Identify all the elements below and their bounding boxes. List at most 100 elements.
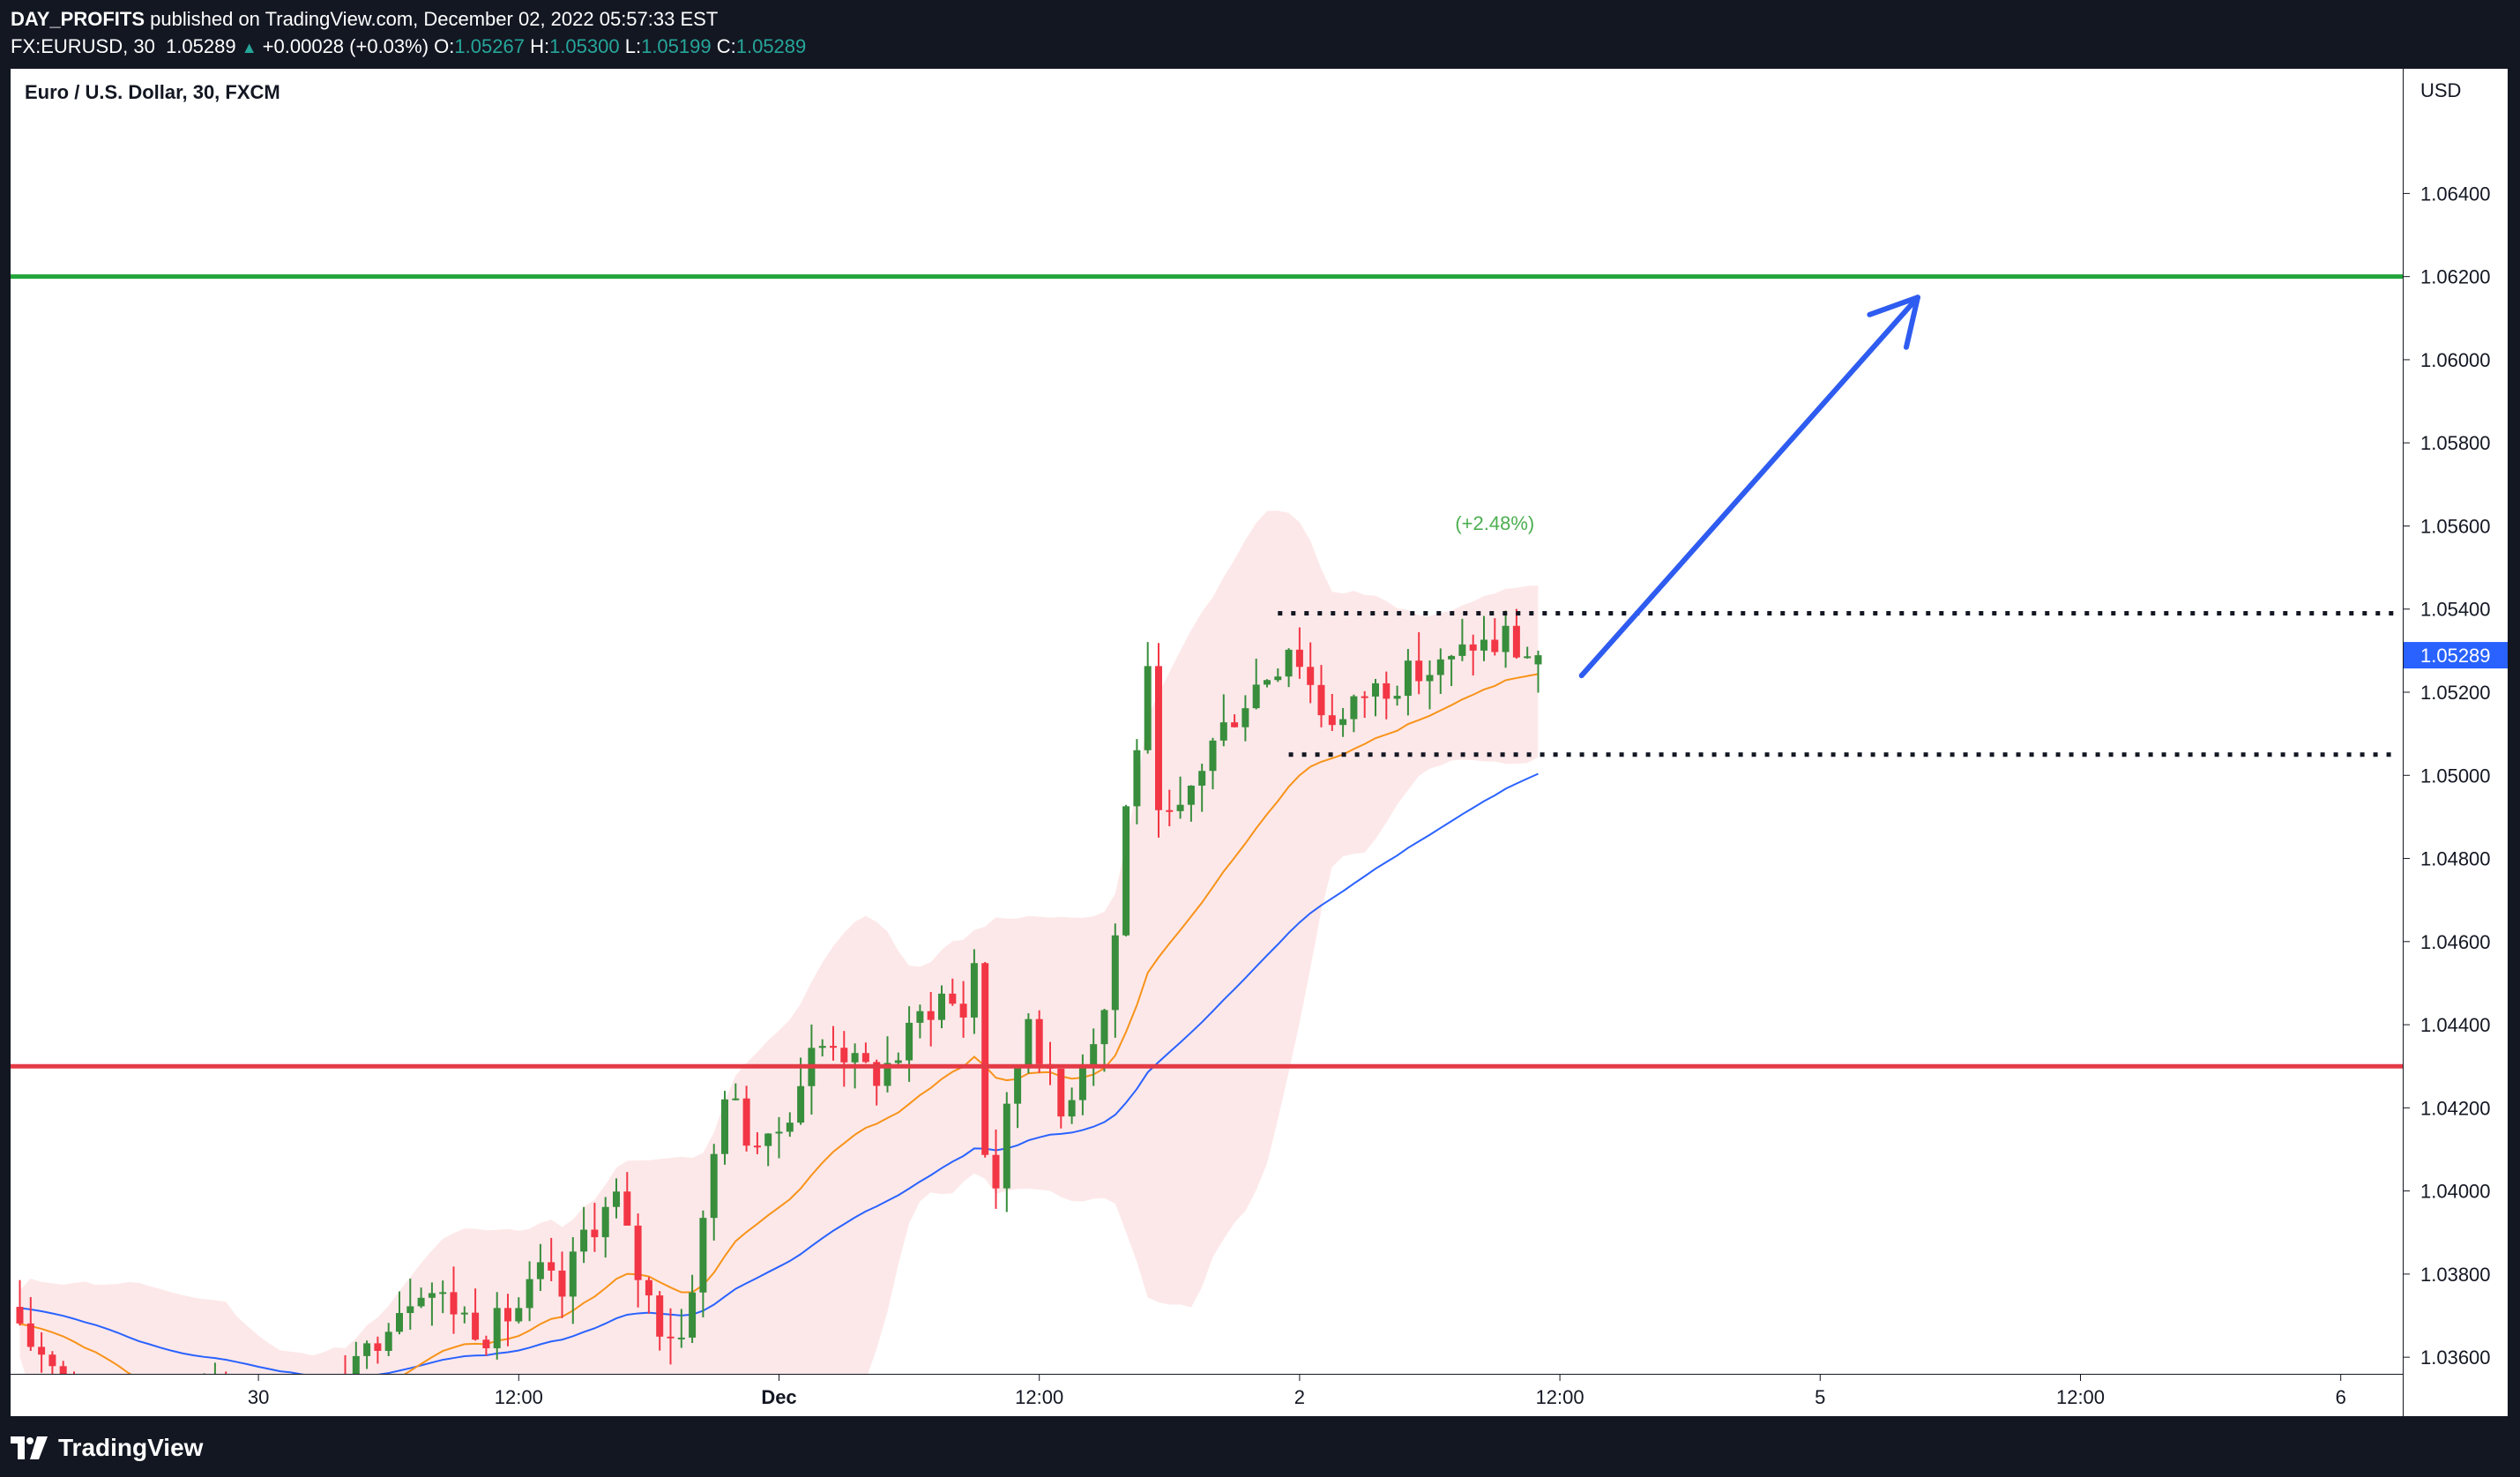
candle-body (558, 1270, 566, 1297)
candle-body (439, 1292, 447, 1294)
candle-body (1144, 666, 1152, 750)
last-price: 1.05289 (166, 35, 236, 57)
candle-body (970, 963, 978, 1018)
x-tick-label: 30 (248, 1386, 269, 1408)
candle-body (1372, 683, 1379, 697)
candle (558, 1251, 566, 1318)
candle-body (1078, 1068, 1086, 1100)
drawings[interactable] (11, 274, 2403, 1069)
candle-body (721, 1099, 728, 1154)
candle-body (883, 1063, 891, 1086)
candle (331, 1379, 338, 1416)
candle (1035, 1010, 1043, 1073)
candle-body (1025, 1018, 1033, 1068)
candle (1264, 679, 1271, 688)
candle-body (1100, 1010, 1108, 1045)
currency-label: USD (2420, 79, 2461, 101)
candle-body (460, 1312, 468, 1315)
logo-text: TradingView (58, 1434, 204, 1461)
candle-body (526, 1279, 533, 1309)
candle-body (1534, 655, 1542, 665)
ohlc-legend: FX:EURUSD, 30 1.05289 ▲ +0.00028 (+0.03%… (11, 34, 806, 61)
candle-body (504, 1308, 511, 1322)
candle-body (699, 1218, 707, 1293)
candle (1187, 785, 1195, 822)
candle (1025, 1013, 1033, 1074)
candle (1176, 776, 1184, 819)
y-tick-label: 1.05800 (2420, 432, 2491, 454)
candle (1534, 650, 1542, 693)
candle-body (93, 1395, 100, 1406)
candle-body (59, 1366, 67, 1374)
y-tick-label: 1.06200 (2420, 266, 2491, 288)
candle-body (1003, 1103, 1010, 1189)
candle (136, 1415, 143, 1416)
candle (1252, 658, 1260, 710)
candle-body (1383, 683, 1390, 699)
change-value: +0.00028 (+0.03%) (262, 35, 429, 57)
candle-body (1512, 625, 1520, 658)
candle-body (1209, 740, 1217, 772)
candle-body (1448, 655, 1456, 660)
y-tick-label: 1.04000 (2420, 1181, 2491, 1203)
publisher-name[interactable]: DAY_PROFITS (11, 8, 145, 30)
chart-frame[interactable]: 1.03600 1.03800 1.04000 1.04200 1.04400 1.046… (11, 69, 2508, 1416)
candle-body (786, 1123, 794, 1132)
candle (344, 1354, 347, 1374)
close-value: 1.05289 (735, 35, 807, 57)
candle-body (234, 1401, 241, 1416)
candle (73, 1371, 75, 1374)
candle-body (374, 1343, 382, 1351)
candles[interactable] (16, 608, 1542, 1416)
candle (439, 1280, 447, 1314)
candle-body (623, 1191, 631, 1226)
candle (526, 1261, 533, 1322)
candle (81, 1384, 88, 1406)
high-label: H: (530, 35, 550, 57)
candle-body (938, 993, 945, 1020)
candle (569, 1237, 577, 1324)
candle (580, 1206, 588, 1264)
candle (786, 1112, 794, 1138)
price-chart[interactable]: 1.03600 1.03800 1.04000 1.04200 1.04400 1.046… (11, 69, 2508, 1416)
candle-body (1231, 722, 1239, 727)
candle (309, 1384, 317, 1416)
candle (775, 1116, 783, 1159)
candle (1383, 671, 1390, 720)
candle (959, 981, 967, 1038)
candle (482, 1335, 490, 1356)
candle (493, 1292, 501, 1360)
candle-body (894, 1060, 902, 1063)
candle-body (591, 1229, 599, 1238)
candle-body (861, 1053, 869, 1063)
candle-body (677, 1337, 685, 1339)
candle-body (569, 1251, 577, 1297)
candle-body (472, 1312, 480, 1340)
tradingview-logo-icon (11, 1436, 48, 1459)
candle-body (222, 1386, 229, 1401)
low-label: L: (624, 35, 642, 57)
candle (667, 1308, 675, 1365)
candle (1512, 608, 1520, 659)
candle-body (1491, 639, 1499, 653)
candle-body (287, 1399, 294, 1416)
up-triangle-icon: ▲ (241, 39, 257, 56)
candle-body (38, 1346, 46, 1355)
low-value: 1.05199 (641, 35, 712, 57)
candle (1317, 665, 1325, 727)
candle-body (840, 1048, 848, 1063)
candle (1404, 648, 1412, 716)
candle (1480, 615, 1487, 661)
candle (222, 1371, 229, 1401)
candle (1090, 1028, 1098, 1086)
candle (114, 1398, 121, 1416)
change-percent-label: (+2.48%) (1455, 512, 1534, 534)
candle-body (992, 1154, 1000, 1189)
x-tick-label: Dec (761, 1386, 796, 1408)
candle-body (384, 1332, 392, 1351)
candle (1057, 1068, 1065, 1129)
candle (1155, 643, 1162, 838)
candle-body (949, 993, 957, 1004)
candle (1241, 695, 1249, 742)
tradingview-logo[interactable]: TradingView (11, 1430, 203, 1466)
